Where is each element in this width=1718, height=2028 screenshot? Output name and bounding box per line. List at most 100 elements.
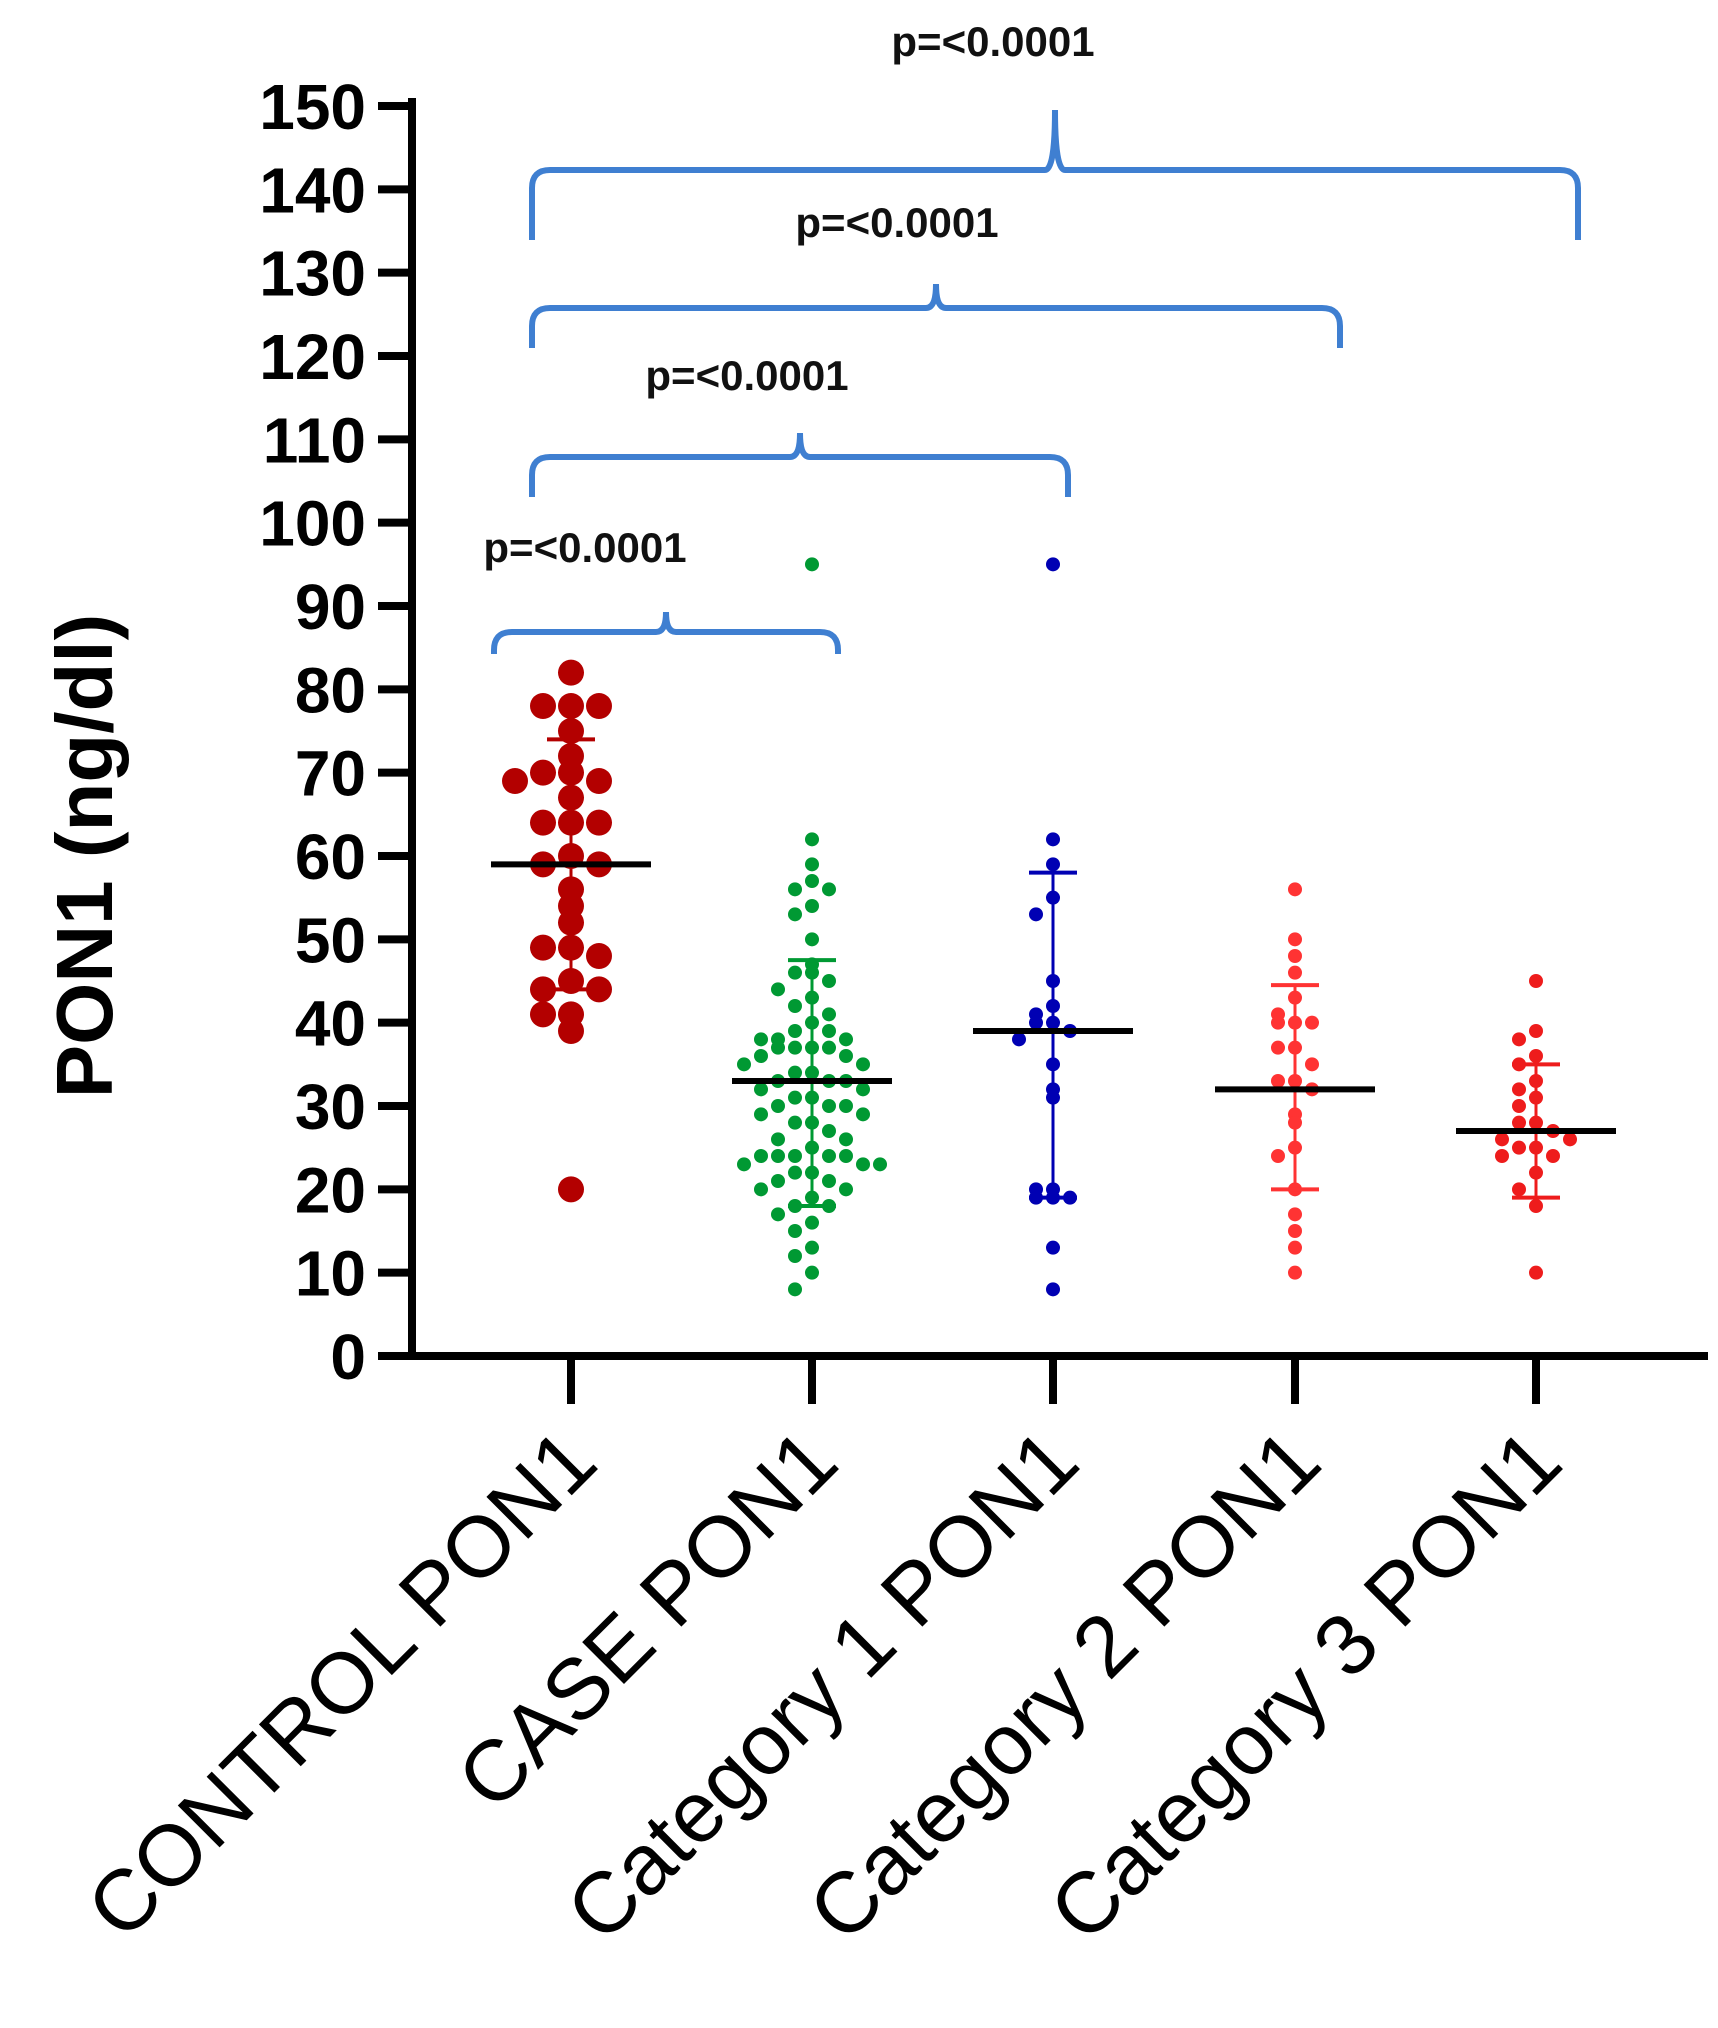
data-point <box>1046 832 1060 847</box>
data-point <box>839 1049 853 1063</box>
data-point <box>1288 965 1302 980</box>
data-point <box>1012 1032 1026 1047</box>
data-point <box>1029 907 1043 922</box>
data-point <box>754 1032 768 1047</box>
data-point <box>856 1082 870 1097</box>
data-point <box>771 1174 785 1188</box>
data-point <box>586 693 612 719</box>
data-point <box>788 1165 802 1180</box>
data-point <box>822 1149 836 1163</box>
data-point <box>771 1099 785 1113</box>
data-point <box>1529 974 1543 988</box>
data-point <box>530 976 556 1003</box>
data-point <box>558 1176 584 1203</box>
data-point <box>1288 1240 1302 1255</box>
data-point <box>805 1240 819 1255</box>
data-point <box>737 1057 751 1072</box>
data-point <box>788 1065 802 1080</box>
y-tick-label: 140 <box>259 154 366 226</box>
data-point <box>822 1174 836 1188</box>
data-point <box>1512 1115 1526 1130</box>
data-point <box>805 1215 819 1230</box>
data-point <box>771 1207 785 1222</box>
y-tick-label: 150 <box>259 71 366 143</box>
data-point <box>1512 1099 1526 1113</box>
data-point <box>1046 1282 1060 1297</box>
y-tick-label: 30 <box>295 1071 366 1143</box>
data-point <box>1495 1132 1509 1147</box>
data-point <box>788 1282 802 1297</box>
y-axis-title: PON1 (ng/dl) <box>40 614 129 1098</box>
data-point <box>788 965 802 980</box>
data-point <box>586 943 612 969</box>
data-point <box>822 1099 836 1113</box>
data-point <box>586 768 612 794</box>
data-point <box>822 882 836 897</box>
data-point <box>530 934 556 961</box>
data-point <box>1529 1024 1543 1038</box>
data-point <box>805 832 819 847</box>
data-point <box>1271 1149 1285 1163</box>
data-point <box>1046 857 1060 872</box>
data-point <box>788 1090 802 1105</box>
y-tick-label: 20 <box>295 1154 366 1226</box>
data-point <box>1546 1149 1560 1163</box>
data-point <box>839 1099 853 1113</box>
significance-bracket <box>529 432 1071 497</box>
data-point <box>558 693 584 719</box>
y-tick-label: 120 <box>259 321 366 393</box>
data-point <box>737 1157 751 1172</box>
data-point <box>1029 1015 1043 1030</box>
data-point <box>788 1249 802 1263</box>
data-point <box>558 1018 584 1044</box>
data-point <box>839 1132 853 1147</box>
data-point <box>1046 1240 1060 1255</box>
data-point <box>1512 1082 1526 1097</box>
data-point <box>1305 1015 1319 1030</box>
data-point <box>822 1124 836 1138</box>
data-point <box>805 874 819 888</box>
data-point <box>530 693 556 719</box>
data-point <box>788 1115 802 1130</box>
data-point <box>805 1265 819 1280</box>
y-tick-label: 40 <box>295 988 366 1060</box>
data-point <box>771 982 785 997</box>
data-point <box>754 1149 768 1163</box>
data-point <box>1495 1149 1509 1163</box>
data-point <box>754 1107 768 1122</box>
p-value-label: p=<0.0001 <box>891 18 1094 65</box>
significance-bracket <box>529 109 1581 240</box>
data-point <box>1305 1057 1319 1072</box>
data-point <box>1512 1182 1526 1197</box>
data-point <box>754 1049 768 1063</box>
significance-bracket <box>529 283 1343 348</box>
y-tick-label: 80 <box>295 654 366 726</box>
data-point <box>788 1024 802 1038</box>
p-value-label: p=<0.0001 <box>645 352 848 399</box>
data-point <box>805 857 819 872</box>
data-point <box>1271 1015 1285 1030</box>
data-point <box>1563 1132 1577 1147</box>
data-point <box>788 999 802 1013</box>
data-point <box>873 1157 887 1172</box>
y-tick-label: 130 <box>259 238 366 310</box>
y-tick-label: 110 <box>263 404 366 476</box>
data-point <box>805 932 819 947</box>
data-point <box>822 1040 836 1055</box>
data-point <box>754 1182 768 1197</box>
data-point <box>1271 1074 1285 1088</box>
data-point <box>856 1057 870 1072</box>
data-point <box>771 1132 785 1147</box>
data-point <box>805 899 819 913</box>
data-point <box>1288 1265 1302 1280</box>
y-tick-label: 0 <box>330 1321 366 1393</box>
data-point <box>586 809 612 836</box>
y-tick-label: 60 <box>295 821 366 893</box>
data-point <box>1288 932 1302 947</box>
data-point <box>839 1032 853 1047</box>
data-point <box>754 1082 768 1097</box>
data-point <box>1529 1265 1543 1280</box>
data-point <box>1512 1140 1526 1155</box>
data-point <box>856 1107 870 1122</box>
